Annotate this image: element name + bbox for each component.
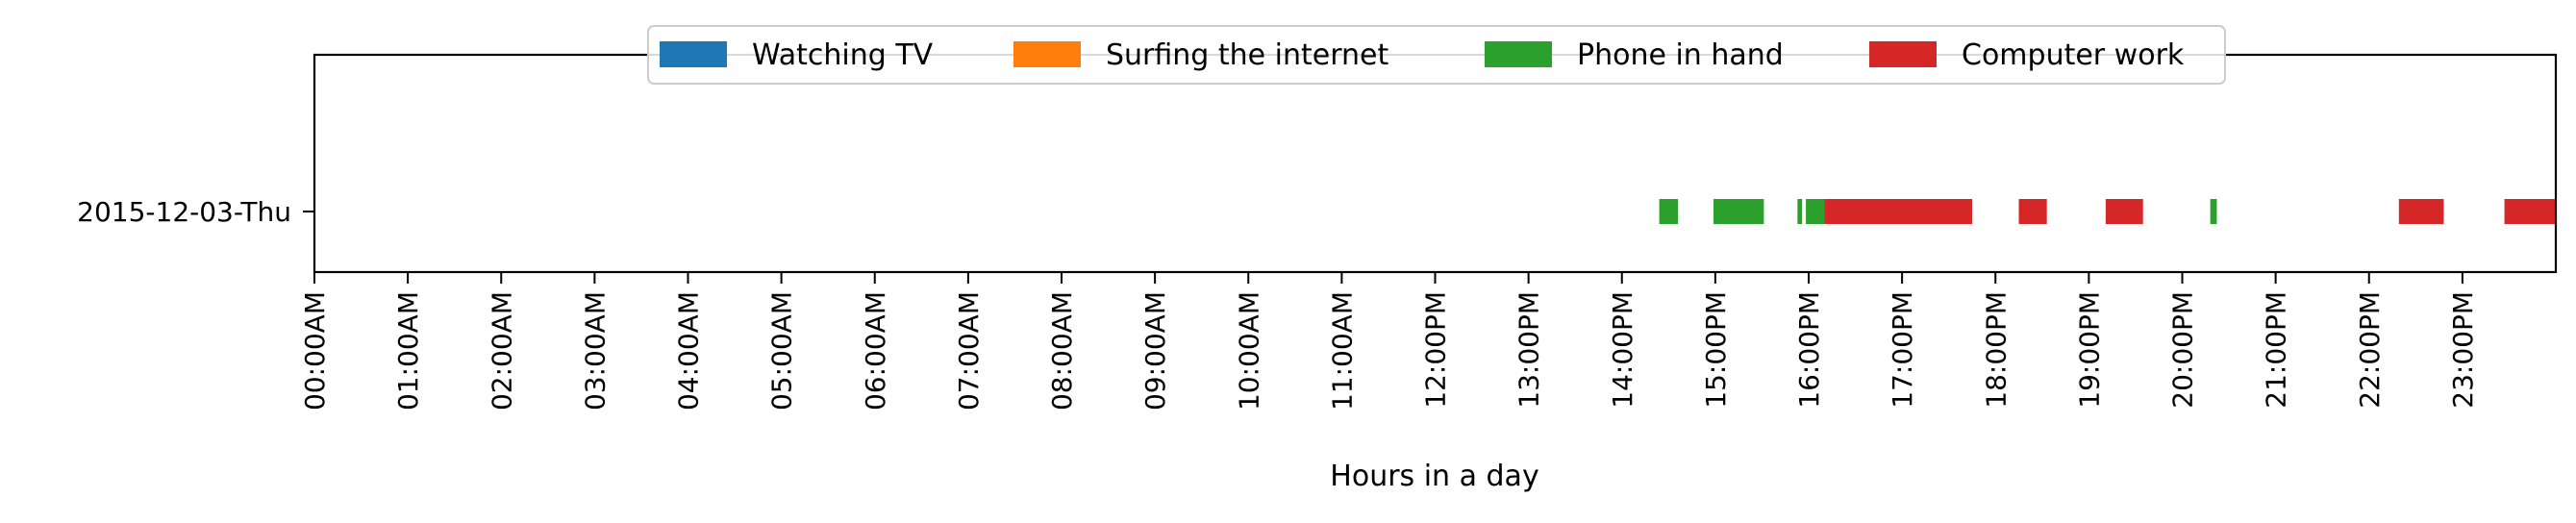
bar-computer-work-1 [2018, 199, 2047, 224]
bar-computer-work-4 [2504, 199, 2556, 224]
legend-swatch-2 [1485, 41, 1552, 67]
x-tick-label-5: 05:00AM [766, 291, 798, 411]
legend-label-2: Phone in hand [1577, 38, 1784, 72]
bars-layer [1659, 199, 2556, 224]
x-tick-label-20: 20:00PM [2167, 291, 2199, 409]
y-tick-label-0: 2015-12-03-Thu [77, 196, 291, 228]
x-tick-label-4: 04:00AM [673, 291, 705, 411]
x-tick-label-17: 17:00PM [1887, 291, 1918, 409]
bar-computer-work-3 [2398, 199, 2444, 224]
legend: Watching TV Surfing the internet Phone in … [647, 25, 2226, 85]
legend-swatch-1 [1013, 41, 1081, 67]
bar-phone-in-hand-0 [1659, 199, 1679, 224]
bar-phone-in-hand-2 [1797, 199, 1803, 224]
x-tick-label-14: 14:00PM [1607, 291, 1638, 409]
x-tick-label-8: 08:00AM [1046, 291, 1078, 411]
x-tick-label-3: 03:00AM [579, 291, 611, 411]
bar-phone-in-hand-5 [2210, 199, 2217, 224]
x-axis-label: Hours in a day [1330, 460, 1538, 493]
x-tick-label-16: 16:00PM [1793, 291, 1825, 409]
bar-phone-in-hand-1 [1713, 199, 1764, 224]
plot-frame [313, 53, 2558, 274]
x-tick-label-9: 09:00AM [1139, 291, 1171, 411]
bar-computer-work-2 [2105, 199, 2143, 224]
bar-computer-work-0 [1824, 199, 1972, 224]
x-tick-label-12: 12:00PM [1420, 291, 1452, 409]
x-tick-label-0: 00:00AM [299, 291, 331, 411]
x-tick-label-11: 11:00AM [1326, 291, 1358, 411]
x-tick-label-18: 18:00PM [1980, 291, 2012, 409]
x-tick-label-19: 19:00PM [2073, 291, 2105, 409]
x-tick-label-13: 13:00PM [1513, 291, 1545, 409]
x-tick-label-10: 10:00AM [1233, 291, 1264, 411]
legend-label-1: Surfing the internet [1106, 38, 1388, 72]
legend-frame [647, 25, 2226, 85]
axis-layer: 00:00AM 01:00AM 02:00AM 03:00AM 04:00AM 05:00… [77, 196, 2479, 411]
legend-label-3: Computer work [1962, 38, 2185, 72]
x-tick-label-2: 02:00AM [486, 291, 517, 411]
legend-swatch-0 [660, 41, 727, 67]
x-tick-label-6: 06:00AM [860, 291, 891, 411]
x-tick-label-21: 21:00PM [2261, 291, 2292, 409]
legend-swatch-3 [1869, 41, 1937, 67]
x-tick-label-7: 07:00AM [953, 291, 985, 411]
x-tick-label-23: 23:00PM [2447, 291, 2479, 409]
x-tick-label-15: 15:00PM [1700, 291, 1732, 409]
x-tick-label-1: 01:00AM [392, 291, 424, 411]
x-tick-label-22: 22:00PM [2354, 291, 2386, 409]
legend-label-0: Watching TV [752, 38, 934, 72]
